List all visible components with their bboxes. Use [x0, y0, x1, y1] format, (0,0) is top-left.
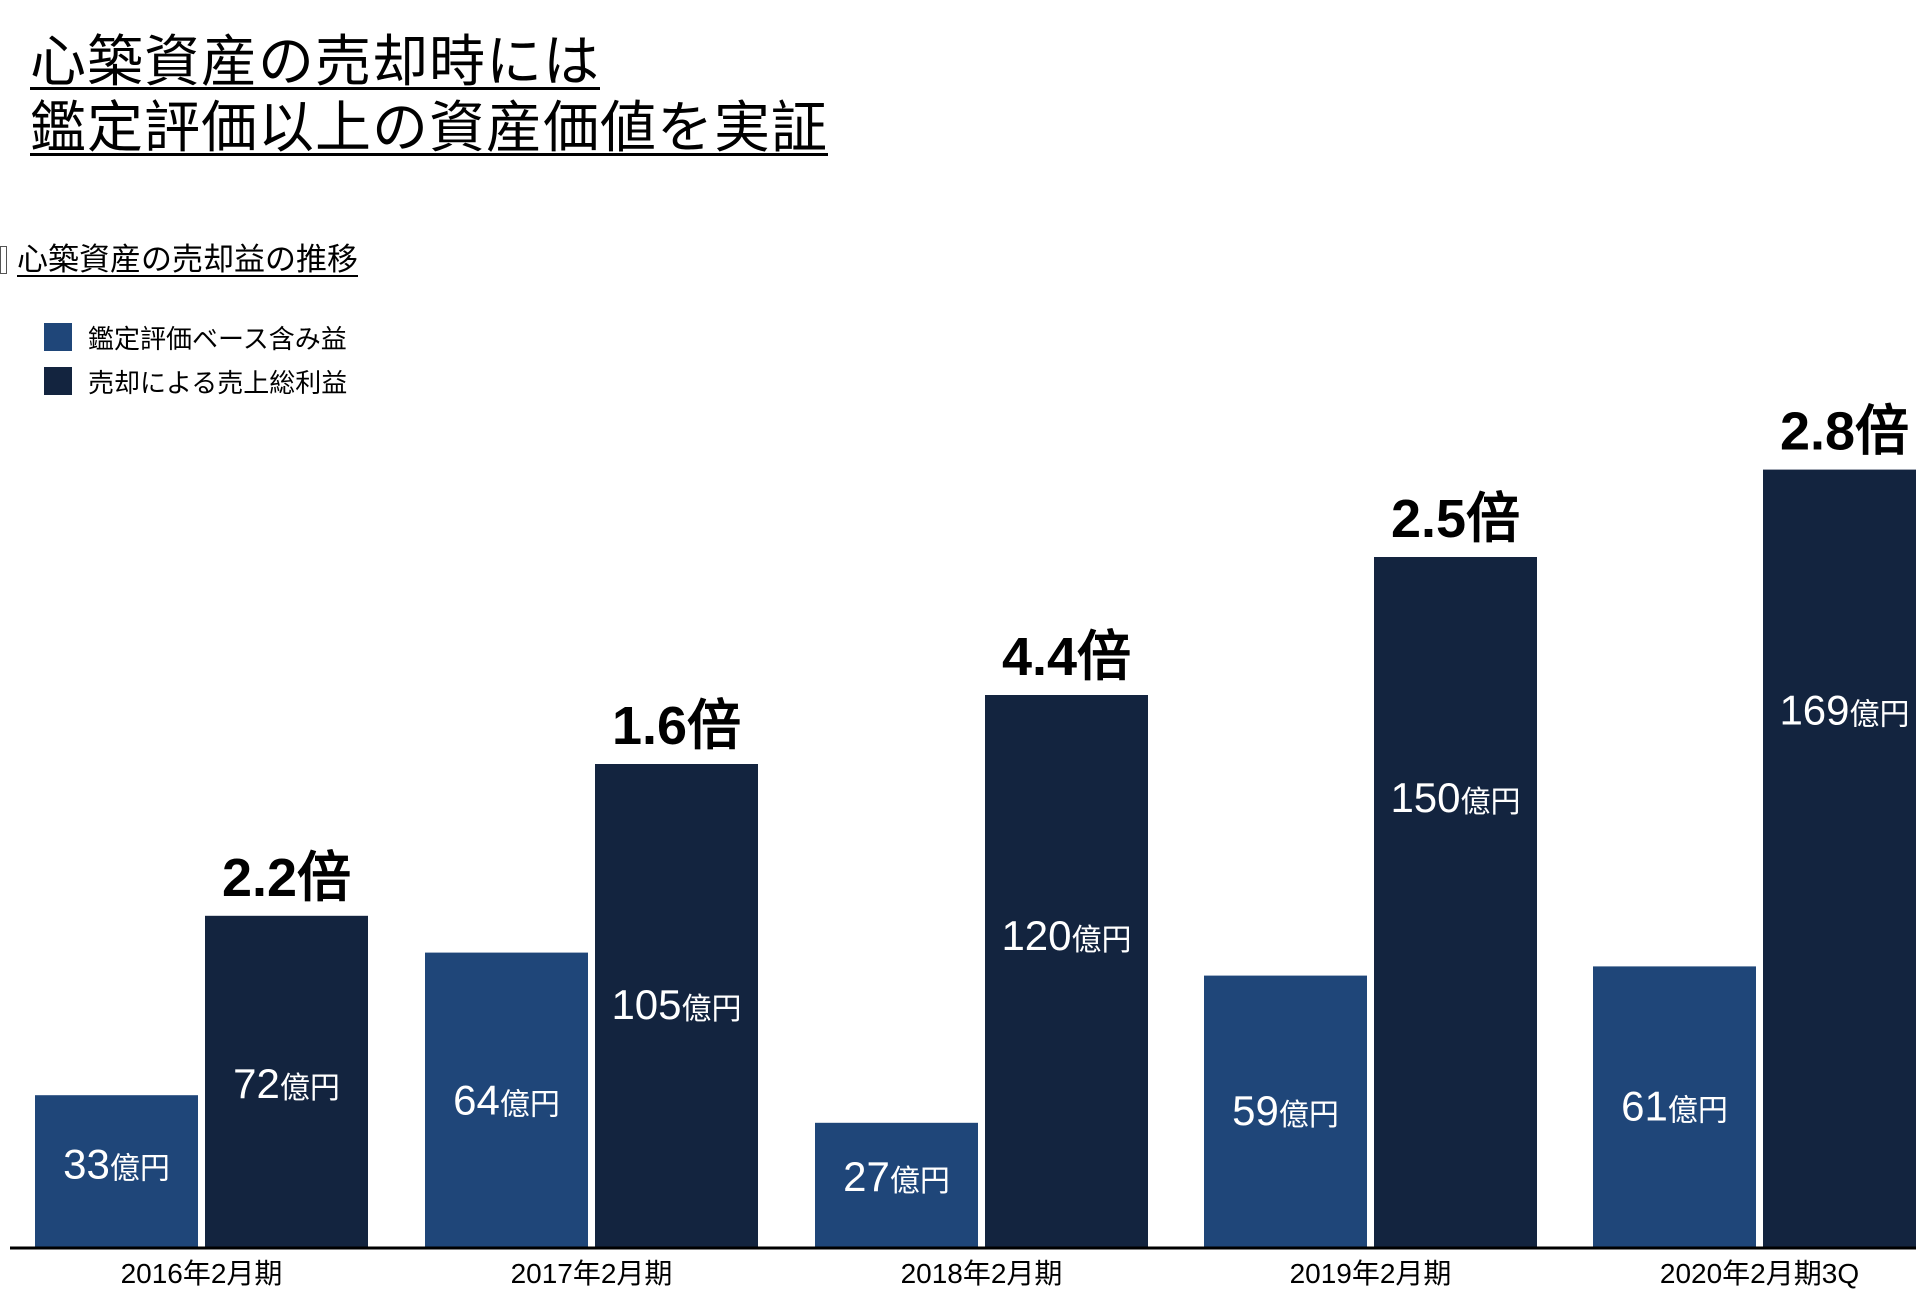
data-label-gross-profit-2019: 150億円: [1390, 774, 1520, 821]
bar-gross-profit-2018: [985, 695, 1148, 1247]
data-label-gross-profit-2017: 105億円: [611, 981, 741, 1028]
bar-gross-profit-2020: [1763, 469, 1916, 1248]
bar-appraisal-2017: [425, 952, 588, 1247]
legend-label-appraisal: 鑑定評価ベース含み益: [88, 324, 347, 355]
bar-appraisal-2018: [815, 1122, 978, 1247]
subtitle-marker: [0, 246, 7, 274]
legend-swatch-appraisal: [44, 323, 72, 351]
multiplier-label-2018: 4.4倍: [1002, 627, 1131, 687]
bar-gross-profit-2019: [1374, 557, 1537, 1247]
multiplier-label-2019: 2.5倍: [1391, 489, 1520, 549]
data-label-gross-profit-2020: 169億円: [1779, 687, 1909, 734]
legend-item-appraisal: 鑑定評価ベース含み益: [44, 315, 347, 359]
page-title-line-2: 鑑定評価以上の資産価値を実証: [30, 96, 828, 161]
data-label-appraisal-2018: 27億円: [843, 1153, 950, 1200]
bar-appraisal-2019: [1204, 975, 1367, 1247]
chart-subtitle-text: 心築資産の売却益の推移: [17, 242, 358, 278]
x-tick-label-2020: 2020年2月期3Q: [1660, 1258, 1859, 1289]
data-label-appraisal-2019: 59億円: [1232, 1087, 1339, 1134]
data-label-appraisal-2020: 61億円: [1621, 1083, 1728, 1130]
data-label-gross-profit-2016: 72億円: [233, 1060, 340, 1107]
data-label-appraisal-2016: 33億円: [63, 1141, 170, 1188]
multiplier-label-2017: 1.6倍: [612, 696, 741, 756]
x-tick-label-2016: 2016年2月期: [121, 1258, 283, 1289]
x-tick-label-2017: 2017年2月期: [511, 1258, 673, 1289]
legend-item-gross-profit: 売却による売上総利益: [44, 359, 347, 403]
x-tick-label-2018: 2018年2月期: [901, 1258, 1063, 1289]
multiplier-label-2020: 2.8倍: [1780, 402, 1909, 462]
bar-appraisal-2020: [1593, 966, 1756, 1247]
title-block: 心築資産の売却時には 鑑定評価以上の資産価値を実証: [30, 30, 828, 162]
bar-gross-profit-2017: [595, 764, 758, 1247]
bar-gross-profit-2016: [205, 915, 368, 1247]
chart-legend: 鑑定評価ベース含み益 売却による売上総利益: [44, 315, 347, 403]
legend-label-gross-profit: 売却による売上総利益: [88, 368, 348, 399]
data-label-gross-profit-2018: 120億円: [1001, 912, 1131, 959]
chart-subtitle: 心築資産の売却益の推移: [0, 240, 358, 280]
x-tick-label-2019: 2019年2月期: [1290, 1258, 1452, 1289]
legend-swatch-gross-profit: [44, 367, 72, 395]
bar-appraisal-2016: [35, 1095, 198, 1247]
page-title-line-1: 心築資産の売却時には: [30, 30, 600, 95]
data-label-appraisal-2017: 64億円: [453, 1077, 560, 1124]
multiplier-label-2016: 2.2倍: [222, 848, 351, 908]
